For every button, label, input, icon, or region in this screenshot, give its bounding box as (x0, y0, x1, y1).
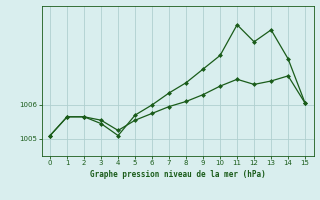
X-axis label: Graphe pression niveau de la mer (hPa): Graphe pression niveau de la mer (hPa) (90, 170, 266, 179)
